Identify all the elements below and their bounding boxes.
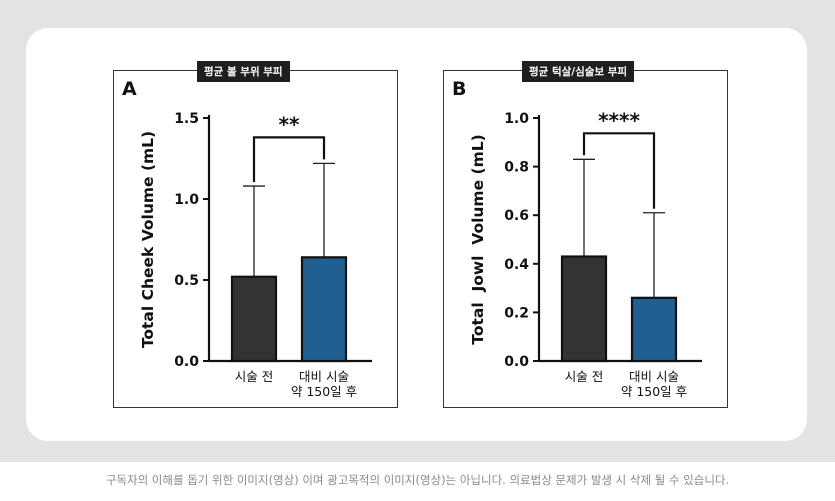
panel-letter: A: [122, 78, 137, 100]
bar: [630, 296, 678, 363]
chart-title-badge: 평균 볼 부위 부피: [197, 61, 290, 82]
y-tick-label: 0.4: [504, 257, 529, 273]
bar: [230, 275, 278, 363]
y-tick-label: 1.0: [504, 111, 529, 127]
chart-title-badge: 평균 턱살/심술보 부피: [522, 61, 635, 82]
y-axis-label: Total Jowl Volume (mL): [469, 134, 487, 344]
bar: [300, 256, 348, 363]
chart-panel-b: 평균 턱살/심술보 부피 B Total Jowl Volume (mL) 0.0 0…: [443, 61, 728, 408]
x-category-label: 대비 시술: [629, 369, 679, 384]
x-category-label: 시술 전: [565, 369, 603, 384]
footer-band: [0, 462, 835, 501]
y-tick-label: 0.0: [504, 354, 529, 370]
chart-panel-a: 평균 볼 부위 부피 A Total Cheek Volume (mL) 0.0 0.…: [113, 61, 398, 408]
chart-a-svg: A Total Cheek Volume (mL) 0.0 0.5 1.0 1.5 시술 전…: [122, 78, 372, 399]
x-category-label: 약 150일 후: [621, 384, 687, 399]
significance-marker: **: [279, 112, 300, 136]
significance-bracket: [582, 132, 656, 209]
significance-bracket: [252, 136, 326, 183]
y-tick-label: 0.2: [504, 305, 529, 321]
x-category-label: 약 150일 후: [291, 384, 357, 399]
x-category-label: 시술 전: [235, 369, 273, 384]
y-axis-label: Total Cheek Volume (mL): [139, 131, 157, 348]
y-tick-label: 0.8: [504, 160, 529, 176]
y-tick-label: 1.5: [174, 111, 199, 127]
y-tick-label: 0.0: [174, 354, 199, 370]
y-tick-label: 0.6: [504, 208, 529, 224]
x-category-label: 대비 시술: [299, 369, 349, 384]
y-tick-label: 1.0: [174, 192, 199, 208]
chart-b-svg: B Total Jowl Volume (mL) 0.0 0.2 0.4 0.6 0.8 1.…: [452, 78, 702, 399]
y-tick-label: 0.5: [174, 273, 199, 289]
disclaimer-text: 구독자의 이해를 돕기 위한 이미지(영상) 이며 광고목적의 이미지(영상)는…: [105, 473, 730, 487]
bar: [560, 255, 608, 363]
panel-letter: B: [452, 78, 466, 100]
significance-marker: ****: [598, 108, 640, 132]
